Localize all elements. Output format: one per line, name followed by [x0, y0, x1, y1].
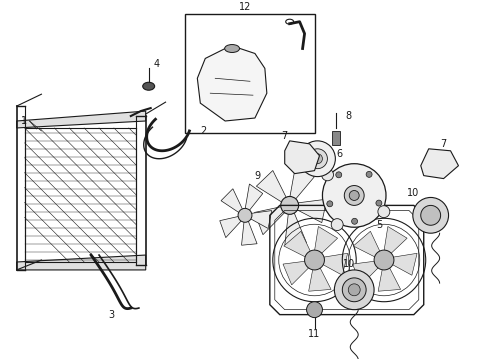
- Circle shape: [344, 185, 364, 206]
- Polygon shape: [220, 216, 242, 238]
- Ellipse shape: [224, 45, 240, 53]
- Circle shape: [299, 141, 335, 177]
- Text: 6: 6: [336, 149, 343, 159]
- Polygon shape: [392, 253, 417, 275]
- Polygon shape: [284, 231, 310, 257]
- Circle shape: [331, 219, 343, 230]
- Polygon shape: [197, 49, 267, 121]
- Polygon shape: [378, 268, 401, 291]
- Ellipse shape: [143, 82, 155, 90]
- Polygon shape: [384, 226, 407, 253]
- Polygon shape: [285, 141, 319, 174]
- Polygon shape: [323, 253, 347, 275]
- Polygon shape: [296, 199, 327, 222]
- Text: 10: 10: [407, 189, 419, 198]
- Circle shape: [378, 206, 390, 217]
- Circle shape: [336, 172, 342, 178]
- Polygon shape: [353, 231, 380, 257]
- Text: 10: 10: [343, 259, 355, 269]
- Text: 2: 2: [200, 126, 206, 136]
- Polygon shape: [249, 211, 271, 229]
- Circle shape: [421, 206, 441, 225]
- Text: 7: 7: [282, 131, 288, 141]
- Polygon shape: [352, 261, 378, 285]
- Text: 9: 9: [255, 171, 261, 181]
- Circle shape: [352, 218, 358, 224]
- Circle shape: [321, 169, 334, 181]
- Circle shape: [348, 284, 360, 296]
- Bar: [185, 14, 315, 133]
- Text: 5: 5: [376, 220, 382, 230]
- Polygon shape: [309, 268, 331, 291]
- Circle shape: [313, 154, 322, 164]
- Polygon shape: [221, 189, 243, 213]
- Circle shape: [322, 164, 386, 227]
- Polygon shape: [17, 111, 146, 128]
- Circle shape: [374, 250, 394, 270]
- Circle shape: [327, 201, 333, 207]
- Text: 8: 8: [345, 111, 351, 121]
- Circle shape: [334, 270, 374, 310]
- Polygon shape: [421, 149, 459, 179]
- Circle shape: [376, 200, 382, 206]
- Circle shape: [281, 197, 298, 214]
- Text: 7: 7: [441, 139, 447, 149]
- Polygon shape: [17, 255, 146, 270]
- Polygon shape: [256, 171, 287, 203]
- Polygon shape: [255, 206, 285, 235]
- Circle shape: [308, 149, 327, 168]
- Circle shape: [366, 171, 372, 177]
- Circle shape: [307, 302, 322, 318]
- Circle shape: [413, 197, 448, 233]
- Text: 3: 3: [108, 310, 114, 320]
- Polygon shape: [315, 226, 338, 253]
- Polygon shape: [245, 184, 263, 211]
- Text: 1: 1: [21, 116, 26, 126]
- Circle shape: [238, 208, 252, 222]
- Circle shape: [305, 250, 324, 270]
- Text: 4: 4: [153, 59, 160, 69]
- Polygon shape: [285, 212, 306, 245]
- Bar: [332, 131, 341, 145]
- Text: 11: 11: [308, 329, 320, 339]
- Polygon shape: [242, 220, 257, 245]
- Circle shape: [349, 190, 359, 201]
- Polygon shape: [283, 261, 309, 285]
- Text: 12: 12: [239, 2, 251, 12]
- Circle shape: [343, 278, 366, 302]
- Polygon shape: [290, 164, 315, 200]
